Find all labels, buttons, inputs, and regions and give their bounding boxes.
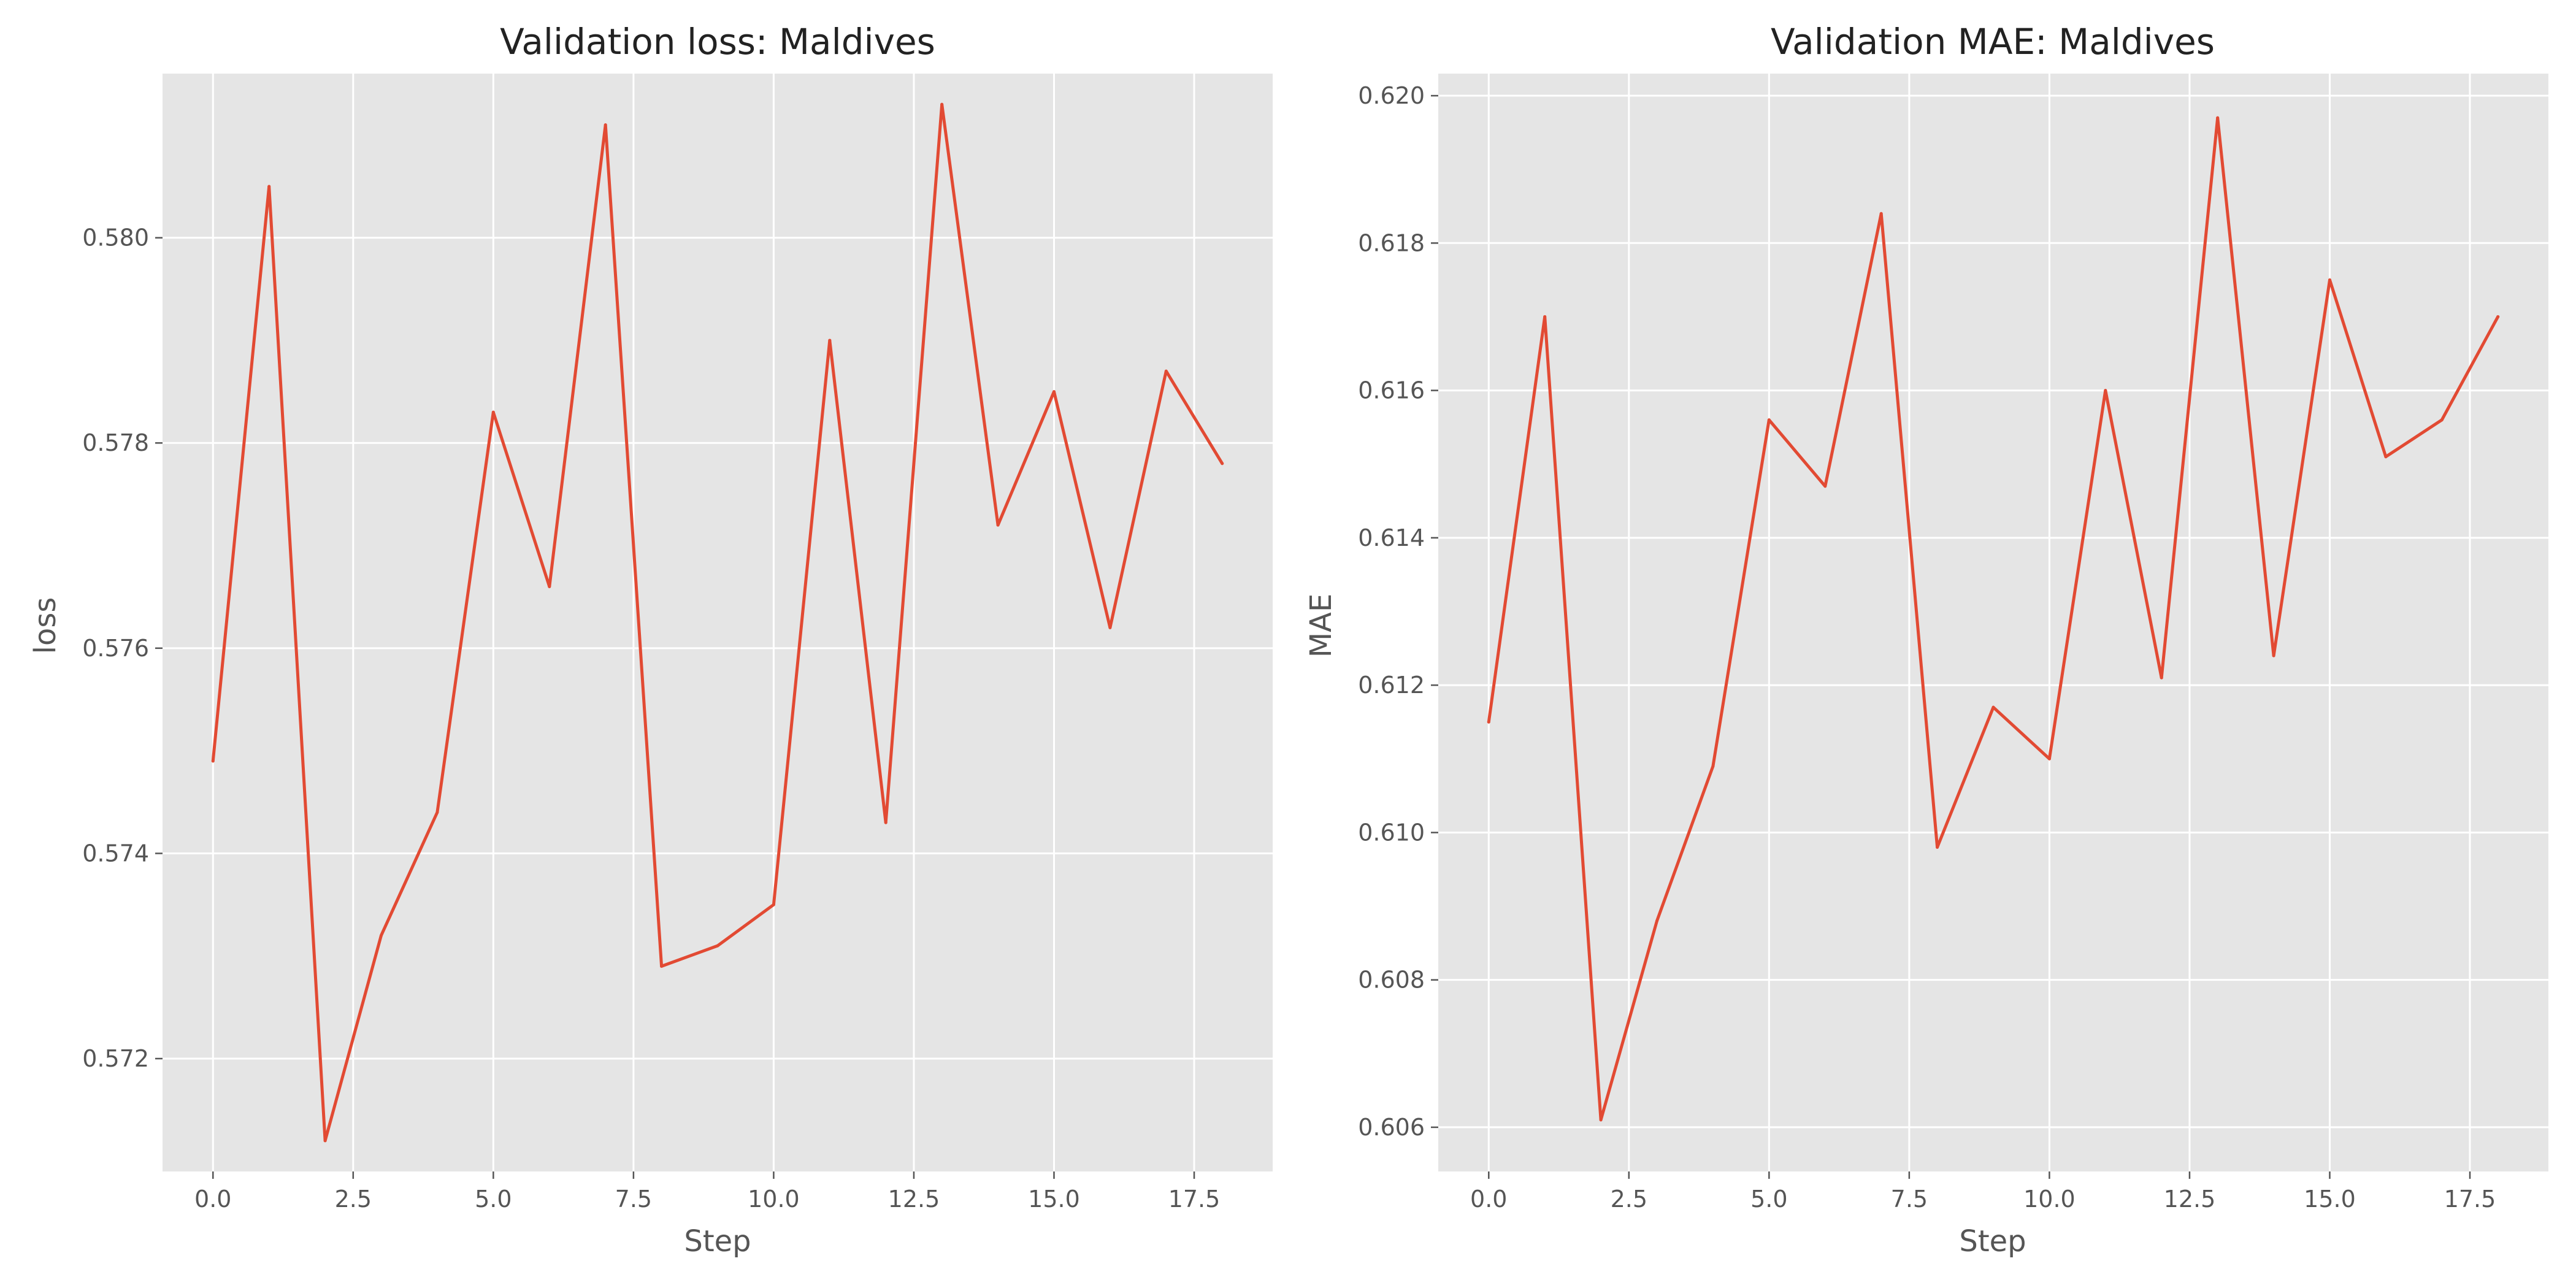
data-point	[2328, 278, 2331, 282]
data-point	[772, 903, 775, 907]
data-point	[1991, 705, 1995, 709]
data-point	[2272, 654, 2275, 657]
data-point	[1108, 626, 1112, 629]
y-axis-label: MAE	[1304, 594, 1338, 658]
y-tick-label: 0.612	[1358, 672, 1425, 699]
data-point	[2047, 757, 2051, 761]
x-tick-label: 0.0	[1470, 1186, 1507, 1213]
data-point	[2496, 315, 2500, 318]
plot-area	[163, 74, 1273, 1171]
x-tick-label: 2.5	[1611, 1186, 1647, 1213]
data-point	[716, 944, 719, 948]
y-tick-label: 0.572	[82, 1045, 149, 1072]
data-point	[435, 810, 439, 814]
x-axis-label: Step	[684, 1224, 751, 1259]
y-tick-label: 0.608	[1358, 967, 1425, 994]
y-tick-label: 0.618	[1358, 229, 1425, 256]
data-point	[1599, 1118, 1603, 1122]
data-point	[1052, 390, 1056, 394]
y-tick-label: 0.580	[82, 224, 149, 251]
y-tick-label: 0.574	[82, 840, 149, 867]
data-point	[660, 964, 664, 968]
data-point	[2384, 455, 2388, 459]
data-point	[940, 102, 944, 106]
data-point	[1879, 212, 1883, 215]
data-point	[211, 759, 215, 763]
data-point	[548, 585, 551, 588]
chart-title: Validation loss: Maldives	[500, 21, 935, 63]
x-tick-label: 15.0	[2304, 1186, 2356, 1213]
data-point	[1711, 764, 1715, 768]
x-tick-label: 7.5	[1891, 1186, 1928, 1213]
x-tick-label: 17.5	[1168, 1186, 1221, 1213]
data-point	[1221, 462, 1224, 466]
x-tick-label: 5.0	[475, 1186, 512, 1213]
y-tick-label: 0.616	[1358, 377, 1425, 404]
data-point	[1655, 919, 1659, 923]
data-point	[828, 339, 832, 342]
loss-chart-panel: Validation loss: Maldives Step loss 0.0 2…	[28, 21, 1273, 1259]
data-point	[1164, 369, 1168, 373]
data-point	[2104, 389, 2107, 393]
data-point	[2160, 676, 2163, 680]
y-tick-label: 0.614	[1358, 524, 1425, 551]
data-point	[1767, 418, 1771, 422]
data-point	[884, 821, 887, 824]
y-tick-label: 0.620	[1358, 82, 1425, 109]
plot-area	[1438, 74, 2548, 1171]
x-tick-label: 15.0	[1028, 1186, 1080, 1213]
x-tick-label: 5.0	[1750, 1186, 1787, 1213]
data-point	[380, 933, 383, 937]
y-tick-label: 0.610	[1358, 819, 1425, 846]
data-point	[323, 1139, 327, 1143]
x-tick-label: 10.0	[748, 1186, 800, 1213]
x-tick-label: 0.0	[194, 1186, 231, 1213]
x-tick-label: 12.5	[888, 1186, 940, 1213]
data-point	[1487, 720, 1490, 724]
data-point	[267, 185, 271, 188]
x-axis-label: Step	[1959, 1224, 2026, 1259]
data-point	[491, 410, 495, 414]
data-point	[2440, 418, 2444, 422]
data-point	[996, 523, 1000, 527]
data-point	[1936, 845, 1939, 849]
x-tick-label: 2.5	[335, 1186, 372, 1213]
mae-chart-panel: Validation MAE: Maldives Step MAE 0.0 2.5…	[1304, 21, 2548, 1259]
y-tick-label: 0.576	[82, 635, 149, 662]
data-point	[604, 123, 607, 127]
x-tick-label: 10.0	[2023, 1186, 2076, 1213]
data-point	[1543, 315, 1547, 318]
chart-title: Validation MAE: Maldives	[1771, 21, 2215, 63]
x-tick-label: 7.5	[615, 1186, 652, 1213]
data-point	[1823, 485, 1827, 488]
y-tick-label: 0.578	[82, 429, 149, 456]
y-tick-label: 0.606	[1358, 1114, 1425, 1141]
x-tick-label: 12.5	[2164, 1186, 2216, 1213]
x-tick-label: 17.5	[2444, 1186, 2496, 1213]
y-axis-label: loss	[28, 597, 63, 654]
data-point	[2216, 116, 2220, 120]
